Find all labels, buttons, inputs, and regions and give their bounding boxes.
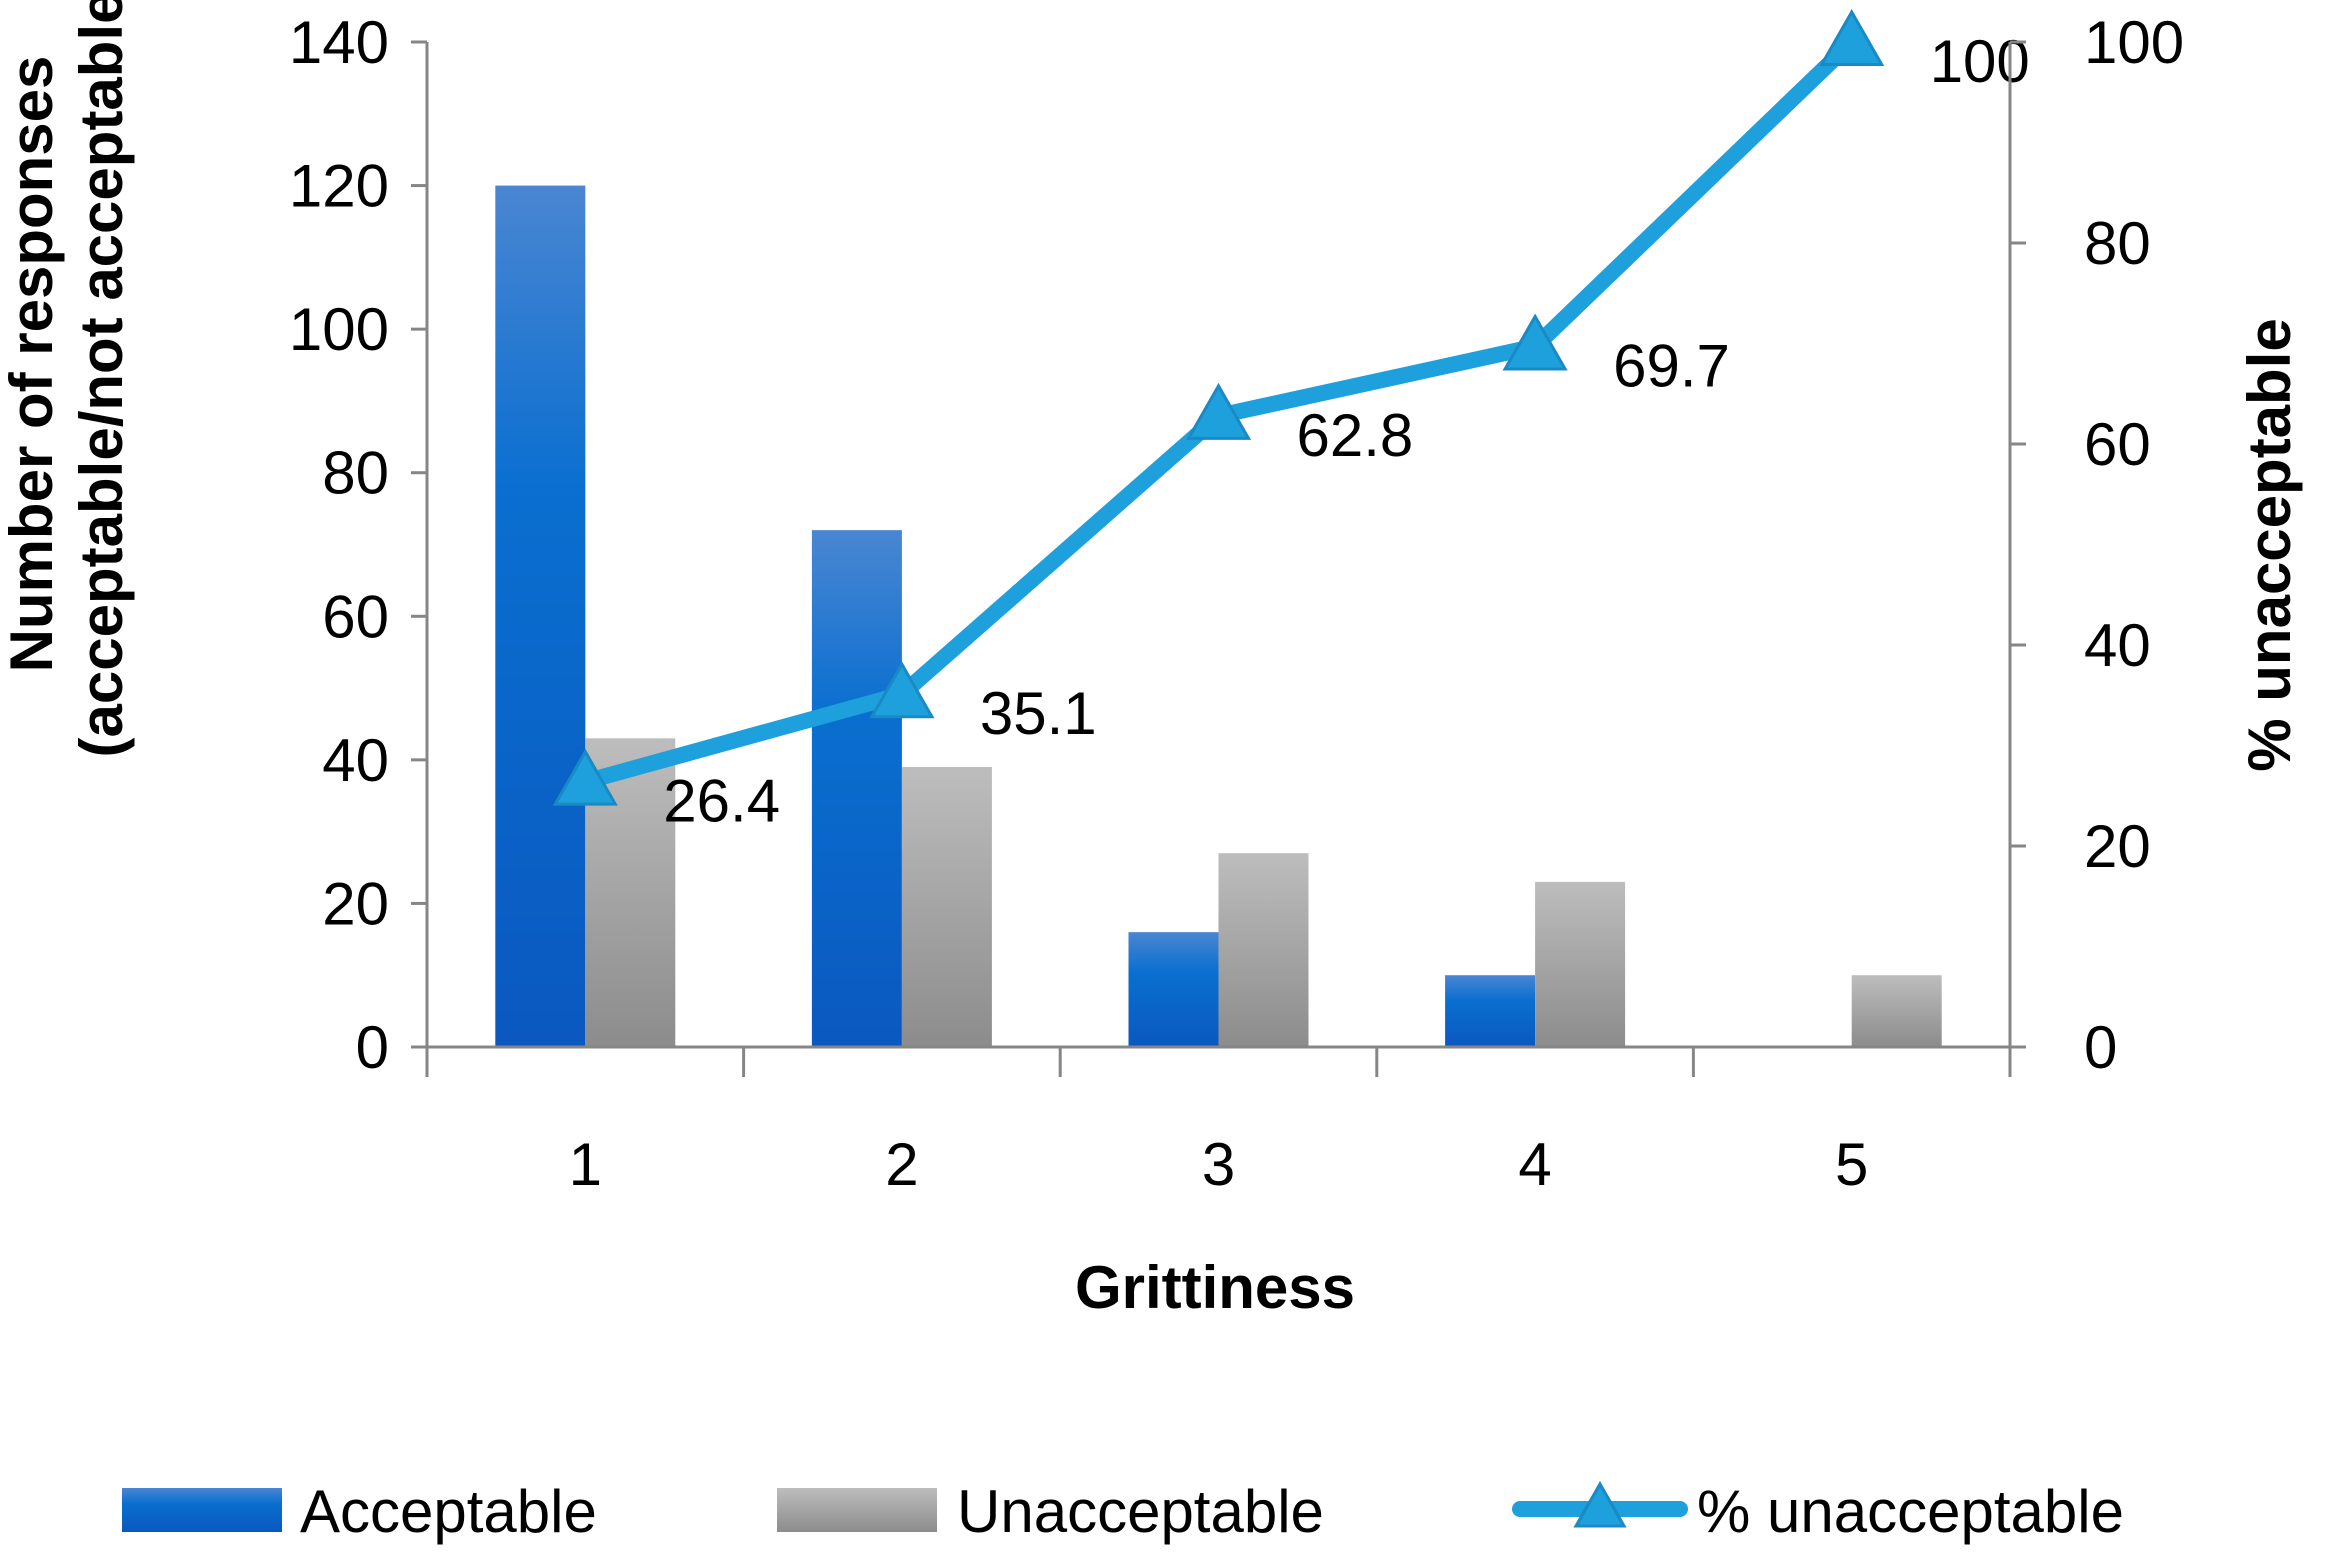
legend-label-acceptable: Acceptable bbox=[300, 1478, 597, 1545]
y-right-tick-label: 20 bbox=[2084, 813, 2151, 880]
y-left-tick-label: 100 bbox=[289, 296, 389, 363]
x-tick-label: 4 bbox=[1518, 1131, 1551, 1198]
bar-unacceptable bbox=[1218, 853, 1309, 1047]
y-right-tick-label: 40 bbox=[2084, 612, 2151, 679]
bar-acceptable bbox=[1128, 932, 1219, 1047]
line-marker-triangle bbox=[1502, 313, 1568, 371]
bars-group bbox=[495, 185, 1942, 1048]
y-left-tick-label: 140 bbox=[289, 9, 389, 76]
y-left-tick-label: 20 bbox=[322, 870, 389, 937]
data-label-pct: 26.4 bbox=[663, 768, 780, 835]
y-left-tick-label: 60 bbox=[322, 583, 389, 650]
legend-swatch-acceptable bbox=[122, 1488, 282, 1532]
legend: Acceptable Unacceptable % unacceptable bbox=[122, 1478, 2124, 1545]
line-marker-triangle bbox=[552, 748, 618, 806]
x-tick-label: 5 bbox=[1835, 1131, 1868, 1198]
y-left-tick-label: 40 bbox=[322, 727, 389, 794]
legend-swatch-triangle-marker bbox=[1573, 1480, 1627, 1528]
bar-acceptable bbox=[495, 185, 586, 1048]
x-tick-label: 2 bbox=[885, 1131, 918, 1198]
axes-group: 0 20 40 60 80 100 120 140 0 20 40 60 80 100 1 2 3 4 5 bbox=[289, 9, 2184, 1198]
y-left-tick-label: 80 bbox=[322, 440, 389, 507]
data-label-pct: 62.8 bbox=[1297, 402, 1414, 469]
legend-label-unacceptable: Unacceptable bbox=[957, 1478, 1324, 1545]
x-axis-title: Grittiness bbox=[1075, 1254, 1355, 1321]
line-marker-triangle bbox=[1819, 8, 1885, 66]
bar-acceptable bbox=[1445, 975, 1536, 1047]
line-series-group: 26.4 35.1 62.8 69.7 100 bbox=[552, 8, 2030, 835]
bar-unacceptable bbox=[901, 767, 992, 1047]
y-axis-right-title: % unacceptable bbox=[2236, 318, 2303, 772]
y-right-tick-label: 80 bbox=[2084, 210, 2151, 277]
data-label-pct: 69.7 bbox=[1613, 333, 1730, 400]
x-tick-label: 3 bbox=[1202, 1131, 1235, 1198]
line-marker-triangle bbox=[869, 661, 935, 719]
data-label-pct: 100 bbox=[1930, 28, 2030, 95]
legend-label-pct-unacceptable: % unacceptable bbox=[1697, 1478, 2124, 1545]
y-axis-left-title-line1: Number of responses bbox=[0, 56, 65, 673]
y-right-tick-label: 0 bbox=[2084, 1014, 2117, 1081]
y-left-tick-label: 120 bbox=[289, 153, 389, 220]
y-right-tick-label: 60 bbox=[2084, 411, 2151, 478]
bar-unacceptable bbox=[1535, 881, 1626, 1047]
y-right-tick-label: 100 bbox=[2084, 9, 2184, 76]
bar-acceptable bbox=[811, 530, 902, 1047]
x-tick-label: 1 bbox=[569, 1131, 602, 1198]
data-label-pct: 35.1 bbox=[980, 680, 1097, 747]
y-axis-left-title-line2: (acceptable/not acceptable) bbox=[68, 0, 135, 757]
line-marker-triangle bbox=[1185, 382, 1252, 440]
legend-swatch-unacceptable bbox=[777, 1488, 937, 1532]
bar-unacceptable bbox=[1851, 975, 1942, 1047]
y-left-tick-label: 0 bbox=[356, 1014, 389, 1081]
